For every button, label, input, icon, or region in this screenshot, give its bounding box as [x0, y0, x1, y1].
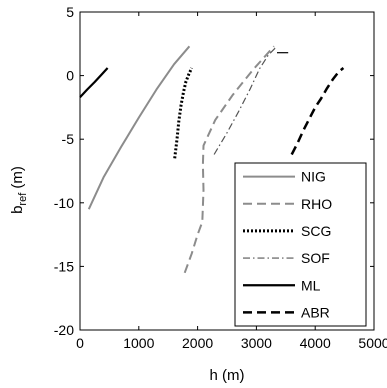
- y-tick-label: 0: [66, 68, 74, 84]
- series-abr-line: [290, 67, 345, 156]
- legend: NIG RHO SCG SOF ML ABR: [234, 162, 367, 327]
- x-axis-title: h (m): [210, 367, 245, 384]
- legend-label-ml: ML: [301, 277, 321, 293]
- series-nig-line: [87, 45, 191, 210]
- legend-label-nig: NIG: [301, 169, 326, 185]
- y-axis-title-sub: ref: [17, 192, 29, 206]
- x-tick-label: 0: [76, 335, 84, 351]
- y-axis-title-unit: (m): [9, 166, 26, 193]
- y-tick-label: 5: [66, 4, 74, 20]
- series-sof-line: [213, 45, 278, 155]
- x-ticks: 0 1000 2000 3000 4000 5000: [76, 12, 387, 351]
- y-tick-label: -20: [54, 322, 74, 338]
- x-tick-label: 3000: [241, 335, 272, 351]
- y-ticks: 5 0 -5 -10 -15 -20: [54, 4, 374, 338]
- legend-label-scg: SCG: [301, 223, 331, 239]
- series-lines: [79, 45, 345, 274]
- series-scg-line: [173, 67, 194, 159]
- y-tick-label: -5: [62, 131, 75, 147]
- x-tick-label: 1000: [123, 335, 154, 351]
- legend-box: [234, 162, 367, 327]
- series-rho-line: [183, 45, 275, 274]
- x-tick-label: 4000: [300, 335, 331, 351]
- y-axis-title: bref (m): [9, 166, 29, 214]
- x-tick-label: 5000: [358, 335, 387, 351]
- legend-label-sof: SOF: [301, 250, 330, 266]
- y-tick-label: -15: [54, 258, 74, 274]
- x-tick-label: 2000: [182, 335, 213, 351]
- series-ml-line: [79, 67, 109, 98]
- legend-label-abr: ABR: [301, 304, 330, 320]
- legend-label-rho: RHO: [301, 196, 332, 212]
- y-axis-title-main: b: [9, 206, 26, 214]
- y-tick-label: -10: [54, 195, 74, 211]
